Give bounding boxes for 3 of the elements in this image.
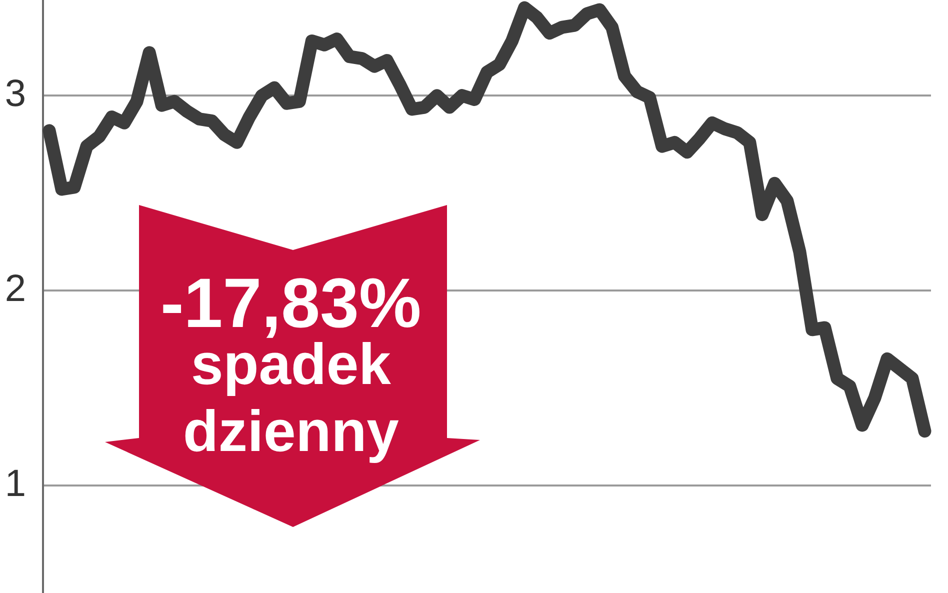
- y-tick-label: 1: [4, 463, 26, 506]
- y-tick-label: 3: [4, 73, 26, 116]
- y-tick-label: 2: [4, 268, 26, 310]
